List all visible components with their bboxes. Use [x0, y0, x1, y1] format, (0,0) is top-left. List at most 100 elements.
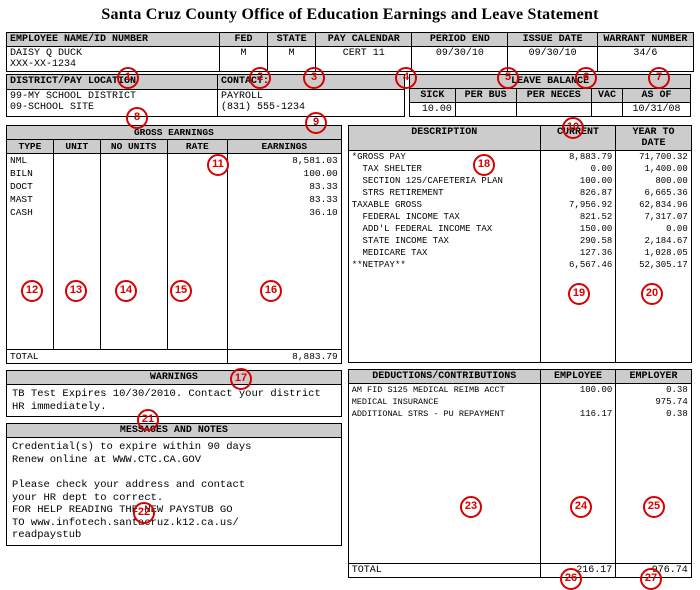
ded-total-r: 976.74: [616, 564, 691, 578]
ded-emp: 100.00: [540, 384, 615, 397]
desc-current: 8,883.79: [540, 151, 615, 164]
messages-box: Credential(s) to expire within 90 days R…: [6, 437, 342, 546]
msg-l3: [12, 466, 336, 479]
desc-ytd: 2,184.67: [616, 235, 691, 247]
msg-l2: Renew online at WWW.CTC.CA.GOV: [12, 454, 336, 467]
ded-empyr: 0.38: [616, 408, 691, 420]
desc-ytd: 0.00: [616, 223, 691, 235]
gross-rate: [167, 154, 227, 168]
employee-info-table: EMPLOYEE NAME/ID NUMBER FED STATE PAY CA…: [6, 32, 694, 72]
ded-total-label: TOTAL: [348, 564, 540, 578]
gross-type: BILN: [7, 167, 54, 180]
gross-type: NML: [7, 154, 54, 168]
ded-label: ADDITIONAL STRS - PU REPAYMENT: [348, 408, 540, 420]
gross-unit: [53, 180, 100, 193]
employee-name: DAISY Q DUCK: [10, 48, 216, 59]
deductions-table: DEDUCTIONS/CONTRIBUTIONS EMPLOYEE EMPLOY…: [348, 369, 692, 578]
hdr-paycal: PAY CALENDAR: [316, 33, 412, 47]
desc-current: 7,956.92: [540, 199, 615, 211]
hdr-sick: SICK: [410, 89, 456, 103]
gross-earn: 100.00: [227, 167, 341, 180]
ded-empyr: 0.38: [616, 384, 691, 397]
contact-line1: PAYROLL: [221, 91, 401, 102]
leave-sick: 10.00: [410, 103, 456, 117]
gross-nounits: [100, 206, 167, 219]
district-cell: 99-MY SCHOOL DISTRICT 09-SCHOOL SITE: [7, 90, 218, 117]
paycal-value: CERT 11: [316, 47, 412, 72]
ded-label: MEDICAL INSURANCE: [348, 396, 540, 408]
issuedate-value: 09/30/10: [508, 47, 597, 72]
msg-l1: Credential(s) to expire within 90 days: [12, 441, 336, 454]
gross-rate: [167, 193, 227, 206]
gross-type: DOCT: [7, 180, 54, 193]
gross-total-value: 8,883.79: [227, 350, 341, 364]
gross-nounits: [100, 193, 167, 206]
desc-label: TAX SHELTER: [348, 163, 540, 175]
desc-label: SECTION 125/CAFETERIA PLAN: [348, 175, 540, 187]
hdr-unit: UNIT: [53, 140, 100, 154]
gross-unit: [53, 154, 100, 168]
gross-unit: [53, 206, 100, 219]
periodend-value: 09/30/10: [412, 47, 508, 72]
desc-ytd: 6,665.36: [616, 187, 691, 199]
gross-nounits: [100, 167, 167, 180]
district-contact-table: DISTRICT/PAY LOCATION CONTACT: 99-MY SCH…: [6, 74, 405, 117]
hdr-type: TYPE: [7, 140, 54, 154]
hdr-nounits: NO UNITS: [100, 140, 167, 154]
hdr-rate: RATE: [167, 140, 227, 154]
hdr-period: PERIOD END: [412, 33, 508, 47]
desc-ytd: 1,028.05: [616, 247, 691, 259]
desc-label: ADD'L FEDERAL INCOME TAX: [348, 223, 540, 235]
district-line1: 99-MY SCHOOL DISTRICT: [10, 91, 214, 102]
gross-type: CASH: [7, 206, 54, 219]
hdr-warrant: WARRANT NUMBER: [597, 33, 693, 47]
hdr-perneces: PER NECES: [516, 89, 592, 103]
hdr-dedcon: DEDUCTIONS/CONTRIBUTIONS: [348, 370, 540, 384]
desc-label: FEDERAL INCOME TAX: [348, 211, 540, 223]
desc-ytd: 7,317.07: [616, 211, 691, 223]
msg-l6: FOR HELP READING THE NEW PAYSTUB GO: [12, 504, 336, 517]
desc-ytd: 62,834.96: [616, 199, 691, 211]
gross-nounits: [100, 180, 167, 193]
page-title: Santa Cruz County Office of Education Ea…: [0, 0, 700, 32]
gross-rate: [167, 167, 227, 180]
ded-emp: 116.17: [540, 408, 615, 420]
hdr-empyr: EMPLOYER: [616, 370, 691, 384]
desc-current: 821.52: [540, 211, 615, 223]
hdr-state: STATE: [268, 33, 316, 47]
gross-unit: [53, 193, 100, 206]
district-line2: 09-SCHOOL SITE: [10, 102, 214, 113]
warnings-text: TB Test Expires 10/30/2010. Contact your…: [6, 384, 342, 417]
desc-current: 826.87: [540, 187, 615, 199]
hdr-issue: ISSUE DATE: [508, 33, 597, 47]
description-table: DESCRIPTION CURRENT YEAR TO DATE *GROSS …: [348, 125, 692, 363]
desc-current: 127.36: [540, 247, 615, 259]
gross-earn: 36.10: [227, 206, 341, 219]
msg-l8: readpaystub: [12, 529, 336, 542]
gross-unit: [53, 167, 100, 180]
gross-type: MAST: [7, 193, 54, 206]
hdr-leave: LEAVE BALANCE: [410, 75, 691, 89]
employee-cell: DAISY Q DUCK XXX-XX-1234: [7, 47, 220, 72]
gross-rate: [167, 206, 227, 219]
desc-ytd: 1,400.00: [616, 163, 691, 175]
leave-vac: [592, 103, 623, 117]
desc-current: 290.58: [540, 235, 615, 247]
hdr-fed: FED: [219, 33, 267, 47]
hdr-desc: DESCRIPTION: [348, 126, 540, 151]
leave-asof: 10/31/08: [622, 103, 690, 117]
hdr-contact: CONTACT:: [217, 75, 404, 90]
gross-rate: [167, 180, 227, 193]
leave-perneces: [516, 103, 592, 117]
desc-label: TAXABLE GROSS: [348, 199, 540, 211]
ded-label: AM FID S125 MEDICAL REIMB ACCT: [348, 384, 540, 397]
desc-current: 0.00: [540, 163, 615, 175]
desc-current: 100.00: [540, 175, 615, 187]
hdr-district: DISTRICT/PAY LOCATION: [7, 75, 218, 90]
hdr-asof: AS OF: [622, 89, 690, 103]
hdr-gross: GROSS EARNINGS: [7, 126, 342, 140]
fed-value: M: [219, 47, 267, 72]
gross-earnings-table: GROSS EARNINGS TYPE UNIT NO UNITS RATE E…: [6, 125, 342, 364]
desc-ytd: 71,700.32: [616, 151, 691, 164]
hdr-emp: EMPLOYEE: [540, 370, 615, 384]
